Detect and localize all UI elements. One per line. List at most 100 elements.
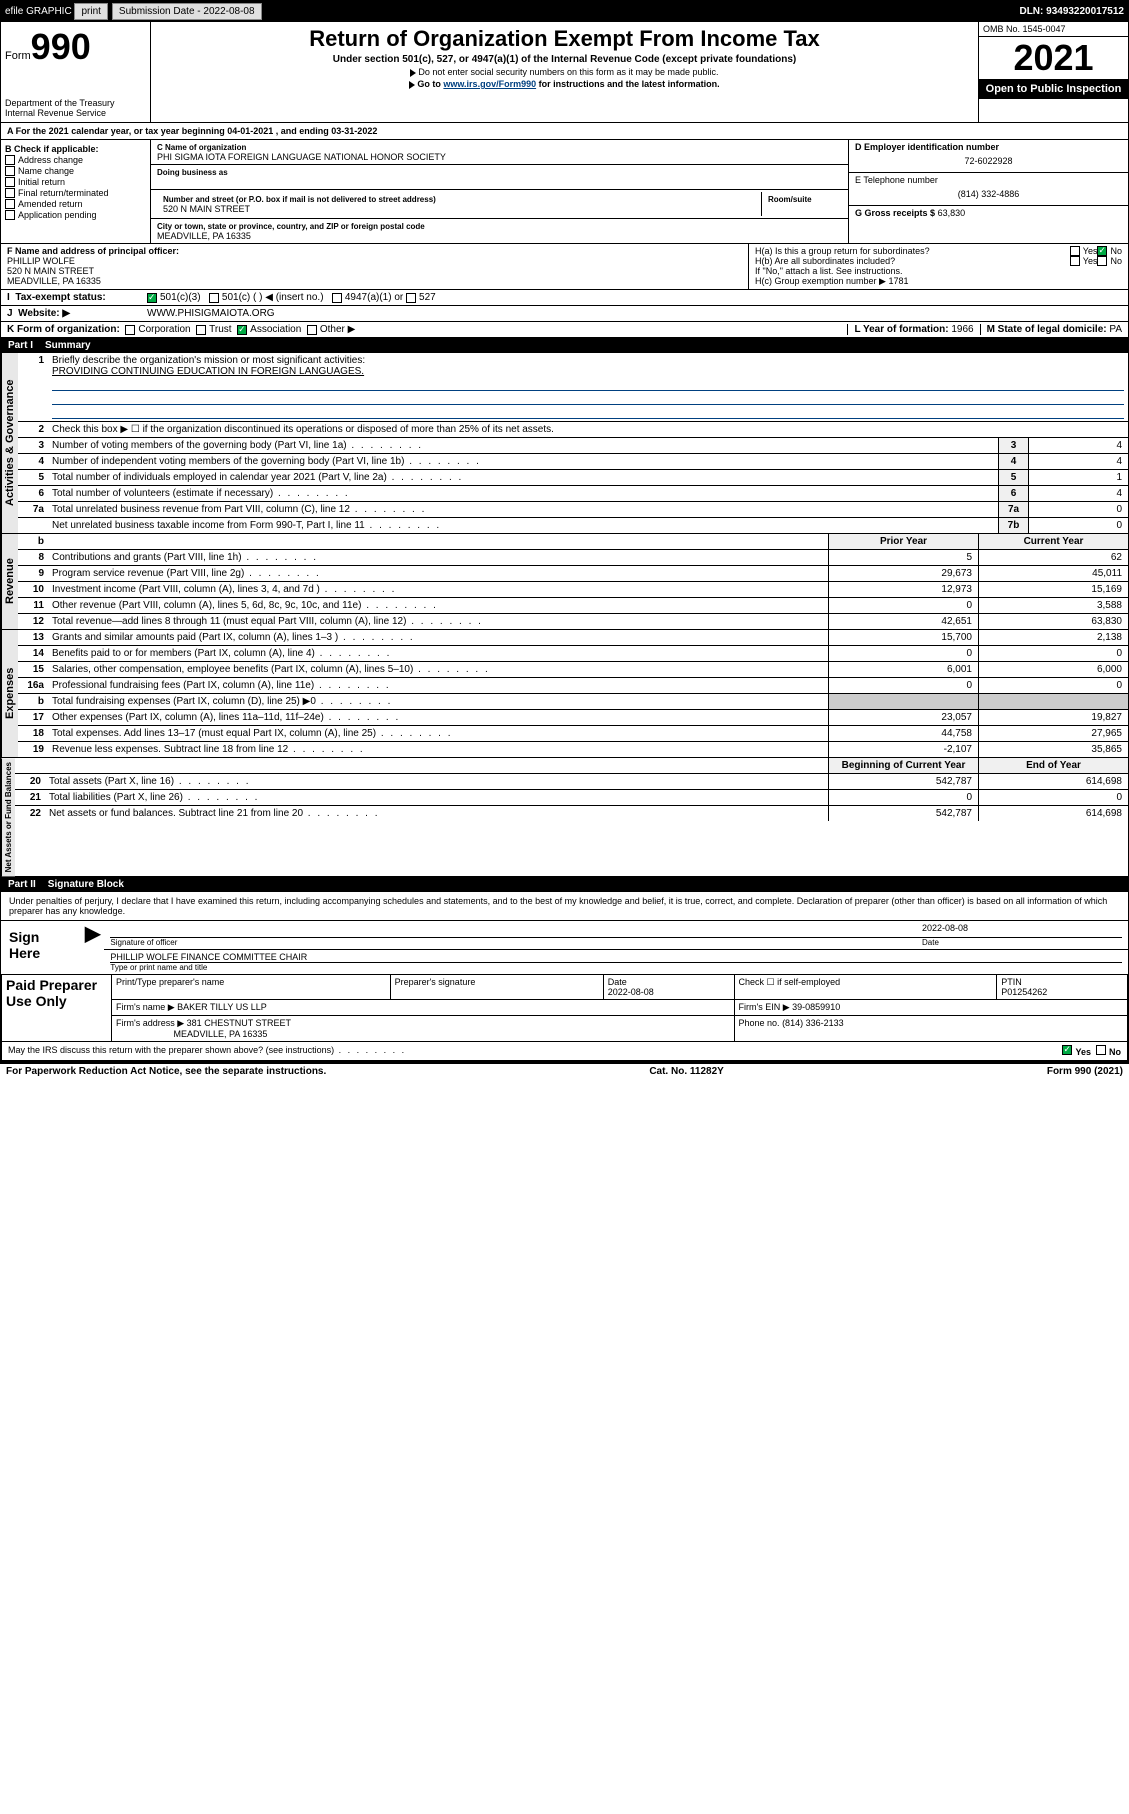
open-public-badge: Open to Public Inspection [979,79,1128,99]
line-value: 0 [1028,518,1128,533]
line2-text: Check this box ▶ ☐ if the organization d… [48,422,1128,437]
ein-label: D Employer identification number [855,142,999,152]
cat-no: Cat. No. 11282Y [649,1066,723,1077]
org-name-label: C Name of organization [157,143,246,152]
city-label: City or town, state or province, country… [157,222,425,231]
opt-corp: Corporation [138,324,190,335]
hb-yes-checkbox[interactable] [1070,256,1080,266]
current-year-value: 27,965 [978,726,1128,741]
org-name: PHI SIGMA IOTA FOREIGN LANGUAGE NATIONAL… [157,152,446,162]
boxb-checkbox[interactable] [5,199,15,209]
part1-title: Summary [45,340,91,351]
tab-revenue: Revenue [1,534,18,629]
boxb-checkbox[interactable] [5,177,15,187]
current-year-header: Current Year [978,534,1128,549]
current-year-value: 15,169 [978,582,1128,597]
phone-label: E Telephone number [855,175,938,185]
line-value: 0 [1028,502,1128,517]
triangle-icon [409,81,415,89]
line-text: Professional fundraising fees (Part IX, … [48,678,828,693]
sig-officer-label: Signature of officer [110,937,922,947]
hb-no-checkbox[interactable] [1097,256,1107,266]
line-text: Benefits paid to or for members (Part IX… [48,646,828,661]
row-i: I Tax-exempt status: 501(c)(3) 501(c) ( … [0,290,1129,306]
part2-bar: Part II Signature Block [0,877,1129,892]
current-year-value: 6,000 [978,662,1128,677]
tab-governance: Activities & Governance [1,353,18,533]
assoc-checkbox[interactable] [237,325,247,335]
boxb-checkbox[interactable] [5,210,15,220]
line-text: Salaries, other compensation, employee b… [48,662,828,677]
prior-year-value: 12,973 [828,582,978,597]
form-ref: Form 990 (2021) [1047,1066,1123,1077]
501c3-checkbox[interactable] [147,293,157,303]
irs-link[interactable]: www.irs.gov/Form990 [443,79,536,89]
year-formation: 1966 [951,324,973,335]
boxb-checkbox[interactable] [5,155,15,165]
yes-label: Yes [1083,246,1098,256]
revenue-section: Revenue bPrior YearCurrent Year 8Contrib… [0,534,1129,630]
discuss-yes-checkbox[interactable] [1062,1045,1072,1055]
boxb-checkbox[interactable] [5,166,15,176]
netassets-section: Net Assets or Fund Balances Beginning of… [0,758,1129,877]
501c-checkbox[interactable] [209,293,219,303]
box-b: B Check if applicable: Address changeNam… [1,140,151,243]
irs-label: Internal Revenue Service [5,108,146,118]
527-checkbox[interactable] [406,293,416,303]
other-checkbox[interactable] [307,325,317,335]
corp-checkbox[interactable] [125,325,135,335]
officer-addr1: 520 N MAIN STREET [7,266,94,276]
row-j: J Website: ▶ WWW.PHISIGMAIOTA.ORG [0,306,1129,322]
prior-year-value: 42,651 [828,614,978,629]
boxb-item: Amended return [18,199,83,209]
current-year-value: 45,011 [978,566,1128,581]
line-text: Total unrelated business revenue from Pa… [48,502,998,517]
prior-year-value: 15,700 [828,630,978,645]
begin-year-header: Beginning of Current Year [828,758,978,773]
firm-phone: (814) 336-2133 [782,1018,844,1028]
ein-value: 72-6022928 [855,152,1122,170]
sig-name-title-label: Type or print name and title [110,962,1122,972]
line-value: 4 [1028,454,1128,469]
current-year-value: 3,588 [978,598,1128,613]
line-value: 4 [1028,486,1128,501]
boxb-item: Initial return [18,177,65,187]
line-text: Total number of individuals employed in … [48,470,998,485]
opt-4947: 4947(a)(1) or [345,292,403,303]
part1-bar: Part I Summary [0,338,1129,353]
ha-no-checkbox[interactable] [1097,246,1107,256]
prior-year-value: 0 [828,790,978,805]
fh-grid: F Name and address of principal officer:… [0,244,1129,290]
prior-year-value: 6,001 [828,662,978,677]
line-text: Total fundraising expenses (Part IX, col… [48,694,828,709]
opt-trust: Trust [209,324,231,335]
line-text: Grants and similar amounts paid (Part IX… [48,630,828,645]
firm-addr1: 381 CHESTNUT STREET [187,1018,291,1028]
trust-checkbox[interactable] [196,325,206,335]
opt-other: Other ▶ [320,324,355,335]
prior-year-value: -2,107 [828,742,978,757]
line-text: Total expenses. Add lines 13–17 (must eq… [48,726,828,741]
hc-label: H(c) Group exemption number ▶ 1781 [755,276,1122,287]
current-year-value: 0 [978,646,1128,661]
line-text: Number of independent voting members of … [48,454,998,469]
preparer-name-label: Print/Type preparer's name [112,975,391,1000]
domicile: PA [1109,324,1122,335]
part2-num: Part II [8,879,36,890]
no-label: No [1109,1047,1121,1057]
prep-date-label: Date [608,977,627,987]
boxb-checkbox[interactable] [5,188,15,198]
line-text: Revenue less expenses. Subtract line 18 … [48,742,828,757]
line-text: Total liabilities (Part X, line 26) [45,790,828,805]
line-box: 7b [998,518,1028,533]
4947-checkbox[interactable] [332,293,342,303]
sign-here-label: Sign Here [1,921,81,974]
submission-date-button[interactable]: Submission Date - 2022-08-08 [112,3,262,20]
print-button[interactable]: print [74,3,107,20]
line-value: 1 [1028,470,1128,485]
line-box: 5 [998,470,1028,485]
ha-yes-checkbox[interactable] [1070,246,1080,256]
discuss-no-checkbox[interactable] [1096,1045,1106,1055]
firm-phone-label: Phone no. [739,1018,780,1028]
instruction-ssn: Do not enter social security numbers on … [418,67,718,77]
